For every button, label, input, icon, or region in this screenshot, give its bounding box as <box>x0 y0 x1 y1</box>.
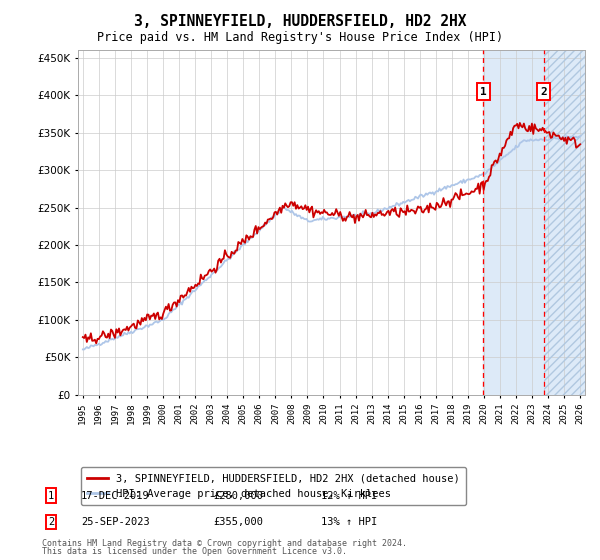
Text: 1: 1 <box>480 87 487 96</box>
Text: 12% ↑ HPI: 12% ↑ HPI <box>321 491 377 501</box>
Text: This data is licensed under the Open Government Licence v3.0.: This data is licensed under the Open Gov… <box>42 548 347 557</box>
Text: 17-DEC-2019: 17-DEC-2019 <box>81 491 150 501</box>
Text: 25-SEP-2023: 25-SEP-2023 <box>81 517 150 527</box>
Text: 13% ↑ HPI: 13% ↑ HPI <box>321 517 377 527</box>
Text: 2: 2 <box>48 517 54 527</box>
Text: Contains HM Land Registry data © Crown copyright and database right 2024.: Contains HM Land Registry data © Crown c… <box>42 539 407 548</box>
Bar <box>483 50 544 395</box>
Text: Price paid vs. HM Land Registry's House Price Index (HPI): Price paid vs. HM Land Registry's House … <box>97 31 503 44</box>
Bar <box>544 50 588 395</box>
Text: 3, SPINNEYFIELD, HUDDERSFIELD, HD2 2HX: 3, SPINNEYFIELD, HUDDERSFIELD, HD2 2HX <box>134 14 466 29</box>
Legend: 3, SPINNEYFIELD, HUDDERSFIELD, HD2 2HX (detached house), HPI: Average price, det: 3, SPINNEYFIELD, HUDDERSFIELD, HD2 2HX (… <box>80 467 466 505</box>
Text: £280,000: £280,000 <box>213 491 263 501</box>
Bar <box>544 50 588 395</box>
Text: £355,000: £355,000 <box>213 517 263 527</box>
Text: 1: 1 <box>48 491 54 501</box>
Text: 2: 2 <box>541 87 547 96</box>
